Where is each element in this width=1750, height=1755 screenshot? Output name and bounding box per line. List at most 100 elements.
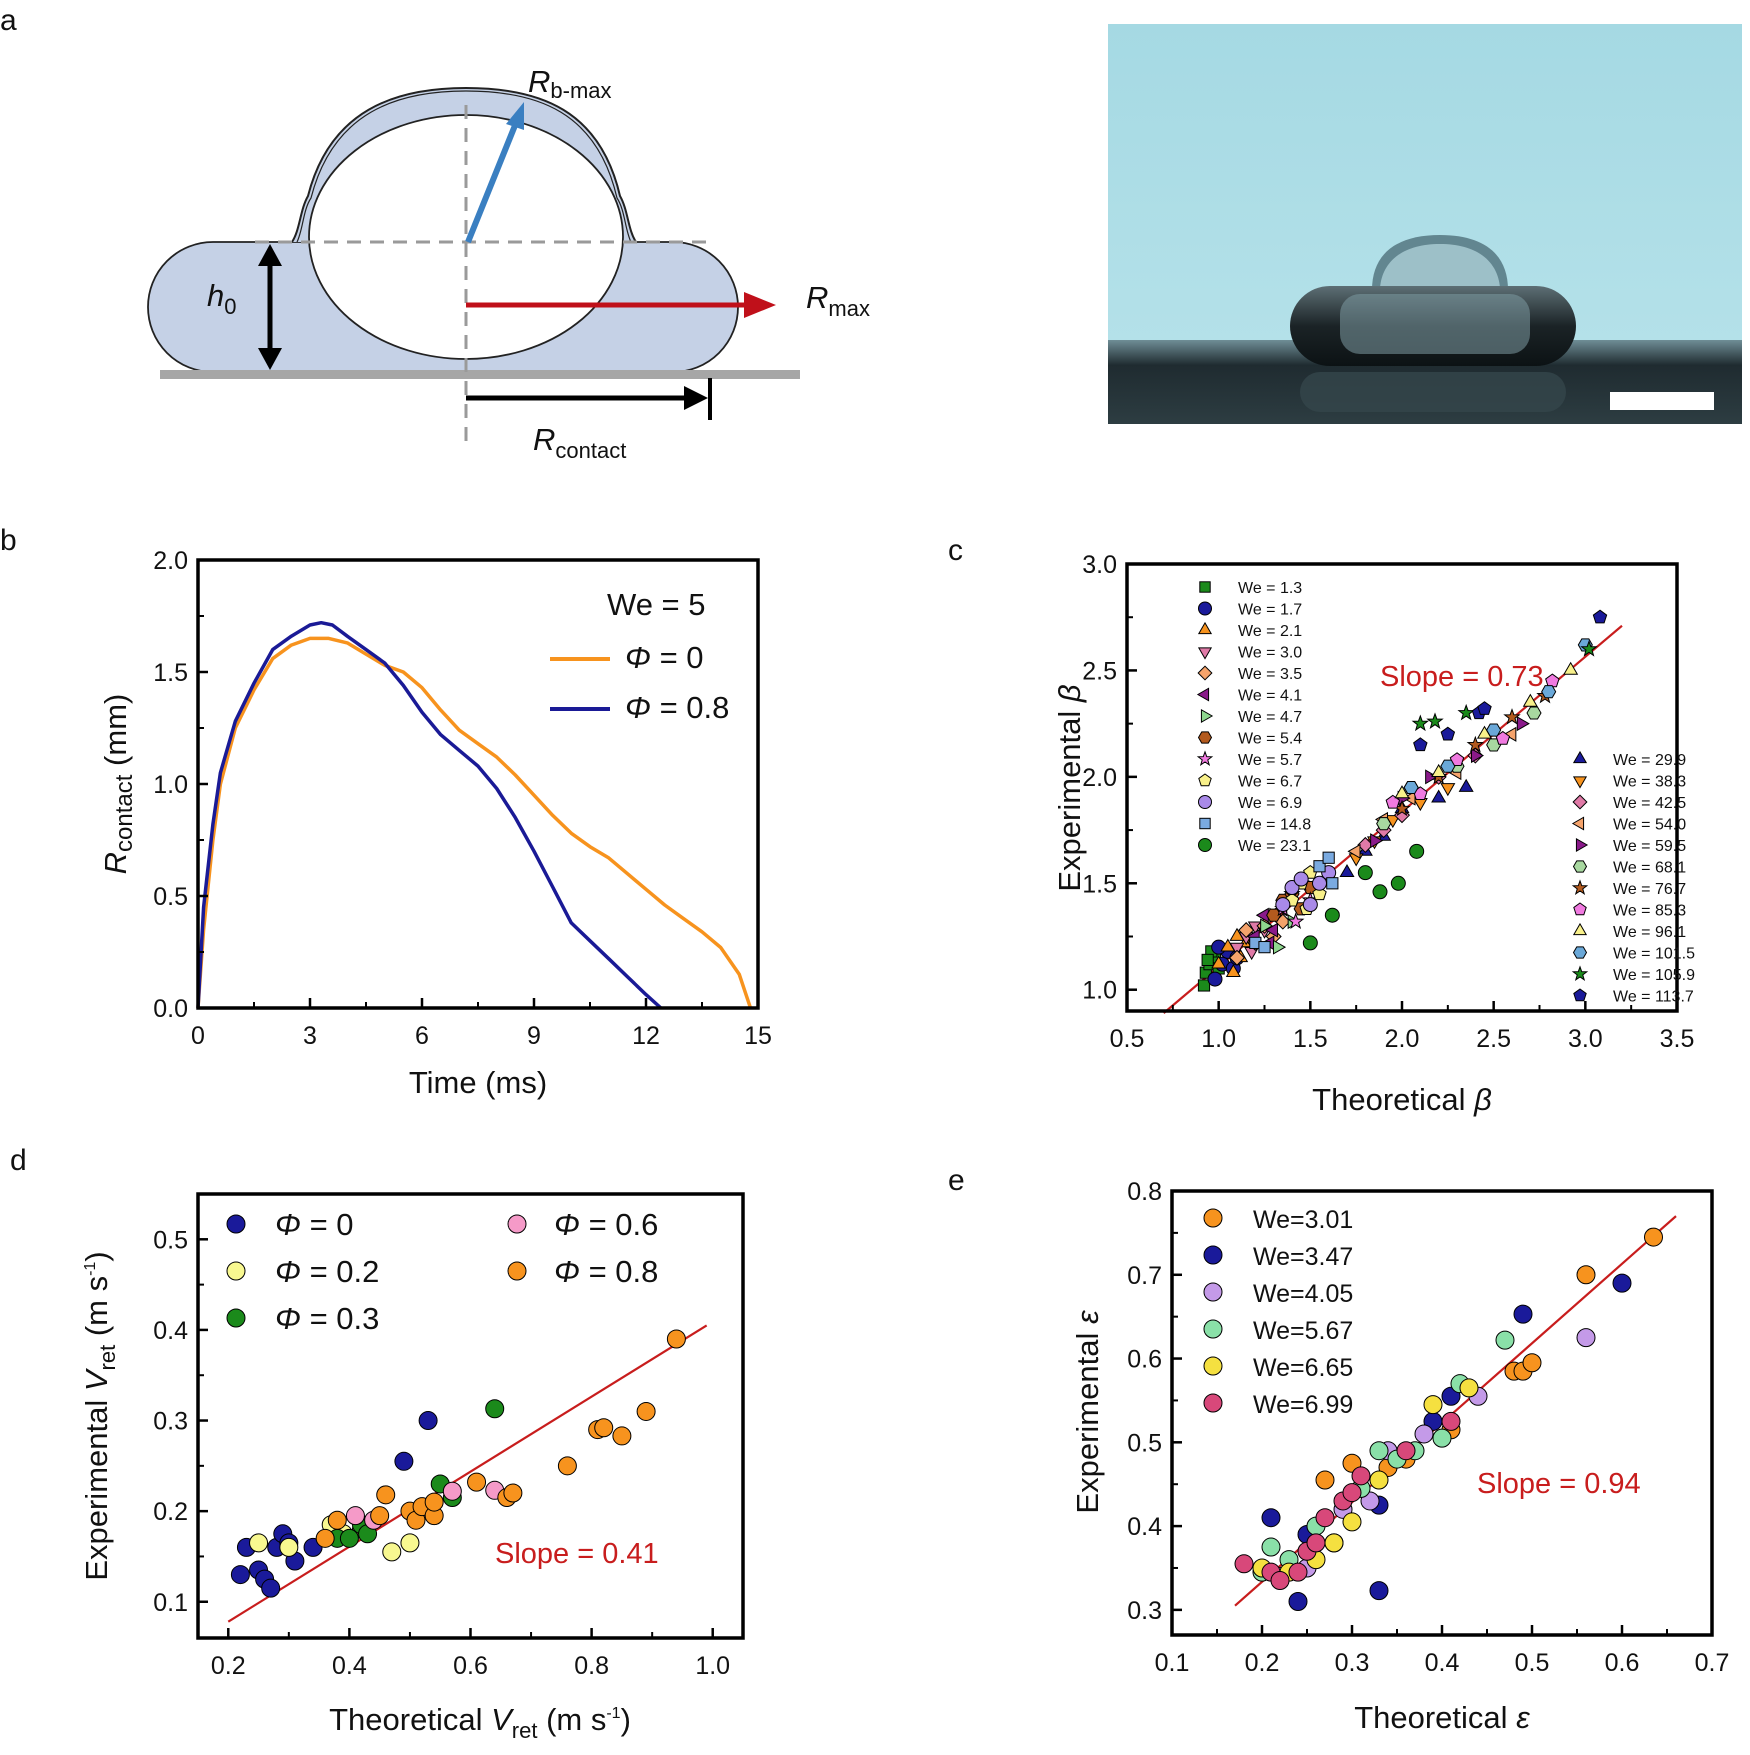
chart-c-point	[1201, 953, 1214, 967]
chart-b-xtick-label: 6	[415, 1022, 429, 1050]
photo-bubble-highlight	[1380, 244, 1500, 288]
chart-e-ytick-label: 0.6	[1127, 1346, 1162, 1374]
chart-e-legend-label-0: We=3.01	[1253, 1206, 1353, 1234]
r-contact-arrow-head	[684, 386, 708, 410]
chart-e-xtick-label: 0.5	[1515, 1649, 1550, 1677]
chart-c-legend-label-5: We = 4.1	[1238, 688, 1302, 705]
chart-d-point	[666, 1329, 686, 1349]
chart-c-point	[1322, 851, 1335, 864]
chart-d-point	[345, 1506, 365, 1526]
chart-c-point	[1390, 875, 1406, 891]
r-contact-label: Rcontact	[533, 422, 626, 463]
chart-c-ytick-label: 2.0	[1082, 764, 1117, 792]
chart-c-point	[1541, 685, 1557, 699]
chart-c-legend-label-2: We = 2.1	[1238, 623, 1302, 640]
chart-c-point	[1458, 778, 1474, 792]
chart-d-xlabel: Theoretical Vret (m s-1)	[329, 1702, 631, 1743]
chart-c-legend-marker-6	[1200, 708, 1214, 724]
chart-c-legend-label-14: We = 38.3	[1613, 774, 1686, 791]
chart-c-point	[1394, 785, 1410, 799]
chart-c-slope-label: Slope = 0.73	[1380, 661, 1544, 693]
chart-c-point	[1470, 748, 1485, 764]
chart-c-legend-marker-2	[1197, 621, 1213, 635]
chart-c-point	[1409, 843, 1425, 859]
chart-c-point	[1370, 833, 1384, 849]
chart-b-legend-title: We = 5	[607, 587, 706, 622]
chart-d-legend-label-2: Φ = 0.3	[275, 1301, 379, 1336]
chart-e-ylabel: Experimental ε	[1070, 1310, 1105, 1514]
chart-d-point	[261, 1578, 281, 1598]
chart-c-point	[1302, 935, 1318, 951]
chart-d-ytick-label: 0.4	[153, 1317, 188, 1345]
chart-e-point	[1315, 1470, 1335, 1490]
chart-e-legend-marker-0	[1203, 1208, 1223, 1228]
chart-e-ytick-label: 0.4	[1127, 1513, 1162, 1541]
chart-b-legend-label-1: Φ = 0.8	[625, 690, 729, 725]
chart-c-legend-label-18: We = 68.1	[1613, 860, 1686, 877]
chart-c-legend-marker-21	[1572, 922, 1588, 936]
photo-drop-center	[1340, 294, 1530, 354]
chart-e-point	[1369, 1470, 1389, 1490]
chart-e-point	[1261, 1508, 1281, 1528]
chart-c-legend-marker-8	[1196, 750, 1214, 766]
chart-e-point	[1315, 1508, 1335, 1528]
chart-c-point	[1440, 783, 1456, 797]
chart-d-point	[315, 1528, 335, 1548]
chart-e-legend-marker-1	[1203, 1245, 1223, 1265]
chart-c-point	[1228, 949, 1246, 966]
panel-a: a Rb-max h0 Rmax Rcontact	[0, 4, 1742, 463]
chart-c-legend-label-21: We = 96.1	[1613, 924, 1686, 941]
chart-e-legend-marker-4	[1203, 1356, 1223, 1376]
chart-d-legend-label-1: Φ = 0.2	[275, 1254, 379, 1289]
h0-arrow-head-top	[258, 244, 282, 266]
chart-c-legend-label-23: We = 105.9	[1613, 967, 1695, 984]
chart-b-xtick-label: 12	[632, 1022, 660, 1050]
chart-c-point	[1522, 693, 1538, 707]
chart-c-point	[1293, 871, 1309, 887]
h0-label: h0	[207, 278, 237, 319]
chart-e-series-layer	[1234, 1227, 1663, 1611]
chart-d-legend-marker-0	[226, 1214, 246, 1234]
chart-c-point	[1312, 886, 1327, 901]
chart-d-point	[418, 1411, 438, 1431]
chart-c-legend-label-15: We = 42.5	[1613, 795, 1686, 812]
panel-letter-b: b	[0, 524, 17, 557]
chart-c-point	[1545, 673, 1560, 688]
chart-c-point	[1357, 865, 1373, 881]
chart-c-legend-label-12: We = 23.1	[1238, 838, 1311, 855]
chart-c-point	[1275, 897, 1291, 913]
panel-letter-e: e	[948, 1164, 965, 1197]
chart-c-legend-marker-18	[1572, 860, 1588, 873]
chart-c-legend-marker-19	[1571, 879, 1589, 895]
chart-d-fit-line	[227, 1324, 708, 1623]
chart-d-point	[442, 1481, 462, 1501]
chart-c-legend-marker-4	[1197, 665, 1213, 681]
chart-c-legend-marker-12	[1198, 838, 1212, 852]
chart-c-point	[1313, 860, 1326, 873]
chart-d-xtick-label: 1.0	[695, 1652, 730, 1680]
chart-c-legend-marker-17	[1575, 837, 1589, 853]
chart-c-legend-marker-1	[1198, 601, 1212, 616]
chart-e-point	[1396, 1441, 1416, 1461]
chart-d-xtick-label: 0.4	[332, 1652, 367, 1680]
chart-c-point	[1326, 877, 1339, 890]
chart-c-legend-marker-13	[1572, 750, 1588, 764]
chart-d-point	[382, 1542, 402, 1562]
chart-d-legend-marker-4	[507, 1261, 527, 1281]
chart-e-xtick-label: 0.3	[1335, 1649, 1370, 1677]
chart-e-legend-marker-2	[1203, 1282, 1223, 1302]
chart-d-point	[376, 1485, 396, 1505]
droplet-photo	[1108, 24, 1742, 424]
chart-c-point	[1466, 735, 1485, 753]
chart-b-frame	[196, 558, 760, 1010]
chart-d-point	[249, 1533, 269, 1553]
chart-c-legend-marker-7	[1197, 731, 1213, 744]
chart-e-legend-label-5: We=6.99	[1253, 1391, 1353, 1419]
chart-b-ytick-label: 1.5	[153, 659, 188, 687]
chart-c-xtick-label: 1.0	[1201, 1025, 1236, 1053]
chart-e-ytick-label: 0.8	[1127, 1178, 1162, 1206]
chart-d-legend-marker-2	[226, 1308, 246, 1328]
chart-b-ytick-label: 0.0	[153, 995, 188, 1023]
chart-c-legend-marker-0	[1199, 581, 1211, 593]
chart-b-ticks: 0 3 6 9 12 15 0.0 0.5 1.0 1.5 2.0	[153, 547, 772, 1050]
